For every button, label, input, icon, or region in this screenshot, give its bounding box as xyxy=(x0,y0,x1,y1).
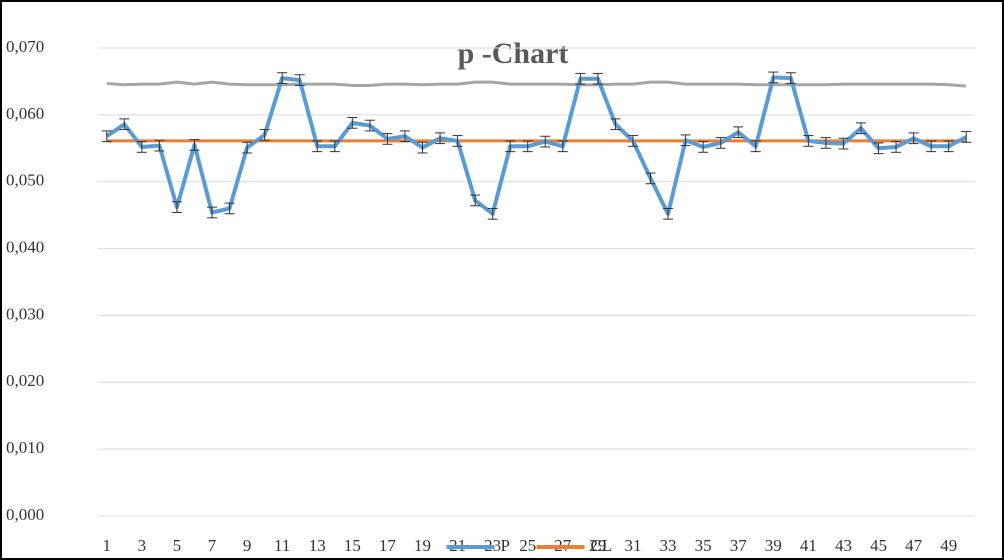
x-tick-label: 13 xyxy=(309,536,326,555)
x-tick-label: 19 xyxy=(414,536,431,555)
x-tick-label: 3 xyxy=(138,536,147,555)
error-bar xyxy=(136,141,147,153)
x-tick-label: 49 xyxy=(940,536,957,555)
x-tick-label: 31 xyxy=(624,536,641,555)
error-bar xyxy=(259,129,270,141)
error-bar xyxy=(663,207,674,220)
error-bar xyxy=(277,72,288,84)
error-bar xyxy=(417,141,428,154)
x-tick-label: 45 xyxy=(870,536,887,555)
x-tick-label: 5 xyxy=(173,536,182,555)
error-bar xyxy=(487,207,498,220)
x-tick-label: 29 xyxy=(589,536,606,555)
error-bar xyxy=(838,137,849,150)
error-bar xyxy=(347,117,358,129)
x-tick-label: 9 xyxy=(243,536,252,555)
error-bar xyxy=(698,141,709,153)
legend-label: P xyxy=(501,536,510,555)
x-tick-label: 25 xyxy=(519,536,536,555)
error-bar xyxy=(522,140,533,153)
error-bar xyxy=(224,202,235,215)
chart-title: p -Chart xyxy=(458,37,569,70)
error-bar xyxy=(715,137,726,149)
x-tick-label: 17 xyxy=(379,536,397,555)
x-tick-label: 15 xyxy=(344,536,361,555)
y-tick-label: 0,000 xyxy=(6,505,44,524)
error-bar xyxy=(189,139,200,151)
error-bar xyxy=(592,72,603,85)
x-tick-label: 35 xyxy=(695,536,712,555)
error-bar xyxy=(873,142,884,155)
x-tick-label: 41 xyxy=(800,536,817,555)
error-bar xyxy=(242,141,253,154)
error-bar xyxy=(908,132,919,145)
error-bar xyxy=(435,132,446,145)
series-line xyxy=(106,80,967,88)
error-bar xyxy=(961,131,972,143)
error-bar xyxy=(505,140,516,153)
y-tick-label: 0,060 xyxy=(6,104,44,123)
error-bar xyxy=(294,74,305,86)
error-bar xyxy=(452,135,463,147)
error-bar xyxy=(119,118,130,131)
series-line xyxy=(105,75,968,216)
error-bar xyxy=(557,140,568,153)
error-bar xyxy=(943,140,954,153)
x-tick-label: 43 xyxy=(835,536,852,555)
error-bar xyxy=(768,71,779,84)
error-bar xyxy=(540,135,551,148)
error-bar xyxy=(382,133,393,145)
error-bar xyxy=(171,201,182,213)
error-bar xyxy=(855,122,866,135)
error-bar xyxy=(575,72,586,85)
error-bar xyxy=(750,140,761,153)
x-tick-label: 1 xyxy=(103,536,112,555)
error-bar xyxy=(926,140,937,153)
error-bar xyxy=(627,135,638,147)
error-bar xyxy=(891,141,902,153)
error-bar xyxy=(733,126,744,139)
error-bar xyxy=(680,134,691,147)
x-tick-label: 39 xyxy=(765,536,782,555)
y-tick-label: 0,040 xyxy=(6,237,44,256)
y-tick-label: 0,050 xyxy=(6,171,44,190)
error-bar xyxy=(154,139,165,152)
y-tick-label: 0,020 xyxy=(6,371,44,390)
error-bar xyxy=(101,130,112,143)
error-bar xyxy=(645,172,656,185)
error-bar xyxy=(820,137,831,149)
error-bar xyxy=(470,194,481,207)
error-bar xyxy=(785,72,796,84)
y-tick-label: 0,070 xyxy=(6,37,44,56)
y-tick-label: 0,030 xyxy=(6,304,44,323)
x-tick-label: 33 xyxy=(660,536,677,555)
error-bar xyxy=(803,135,814,147)
error-bar xyxy=(329,140,340,153)
error-bar xyxy=(399,130,410,143)
legend-label: CL xyxy=(591,536,613,555)
error-bar xyxy=(364,119,375,132)
error-bar xyxy=(312,140,323,153)
x-tick-label: 47 xyxy=(905,536,923,555)
x-tick-label: 7 xyxy=(208,536,217,555)
y-tick-label: 0,010 xyxy=(6,438,44,457)
x-tick-label: 11 xyxy=(274,536,290,555)
x-tick-label: 37 xyxy=(730,536,748,555)
error-bar xyxy=(610,118,621,131)
error-bar xyxy=(207,206,218,219)
